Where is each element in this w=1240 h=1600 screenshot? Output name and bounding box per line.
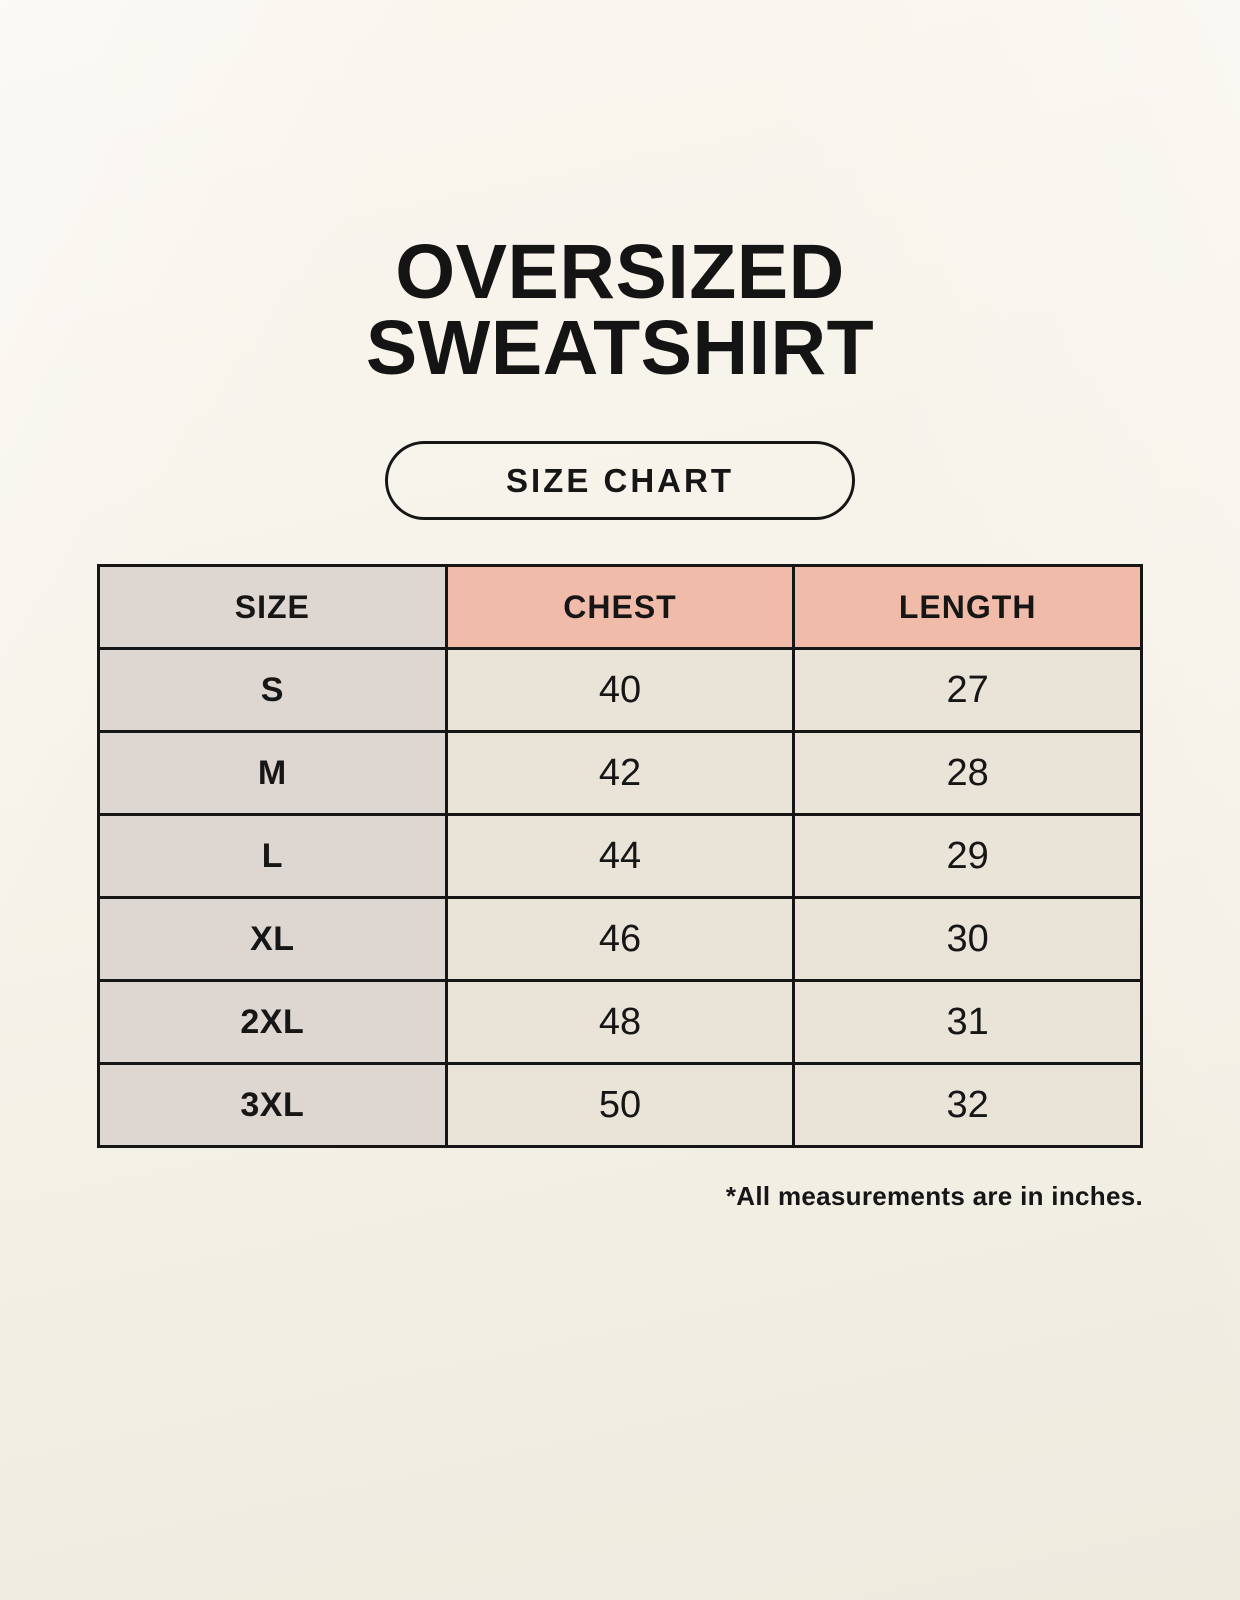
size-chart-badge[interactable]: SIZE CHART	[385, 441, 855, 520]
table-row: M 42 28	[97, 730, 1143, 816]
product-title-line2: SWEATSHIRT	[365, 305, 875, 391]
table-row: 3XL 50 32	[97, 1062, 1143, 1148]
product-title-line1: OVERSIZED	[395, 229, 845, 315]
table-header-chest: CHEST	[444, 564, 796, 650]
chest-value-cell: 50	[444, 1062, 796, 1148]
table-header-row: SIZE CHEST LENGTH	[97, 564, 1143, 650]
length-value-cell: 31	[792, 979, 1143, 1065]
size-label-cell: 3XL	[97, 1062, 448, 1148]
product-title: OVERSIZED SWEATSHIRT	[0, 234, 1240, 387]
chest-value-cell: 40	[444, 647, 796, 733]
chest-value-cell: 46	[444, 896, 796, 982]
size-label-cell: M	[97, 730, 448, 816]
table-row: XL 46 30	[97, 896, 1143, 982]
size-chart-table: SIZE CHEST LENGTH S 40 27 M 42 28 L	[97, 564, 1143, 1148]
chest-value-cell: 42	[444, 730, 796, 816]
measurements-note: *All measurements are in inches.	[725, 1181, 1143, 1211]
size-chart-table-container: SIZE CHEST LENGTH S 40 27 M 42 28 L	[97, 564, 1143, 1148]
table-header-size: SIZE	[97, 564, 448, 650]
size-label-cell: XL	[97, 896, 448, 982]
length-value-cell: 27	[792, 647, 1143, 733]
size-label-cell: L	[97, 813, 448, 899]
length-value-cell: 32	[792, 1062, 1143, 1148]
table-row: S 40 27	[97, 647, 1143, 733]
chest-value-cell: 44	[444, 813, 796, 899]
table-row: 2XL 48 31	[97, 979, 1143, 1065]
table-header-length: LENGTH	[792, 564, 1143, 650]
size-label-cell: 2XL	[97, 979, 448, 1065]
chest-value-cell: 48	[444, 979, 796, 1065]
table-row: L 44 29	[97, 813, 1143, 899]
length-value-cell: 28	[792, 730, 1143, 816]
size-label-cell: S	[97, 647, 448, 733]
length-value-cell: 30	[792, 896, 1143, 982]
length-value-cell: 29	[792, 813, 1143, 899]
